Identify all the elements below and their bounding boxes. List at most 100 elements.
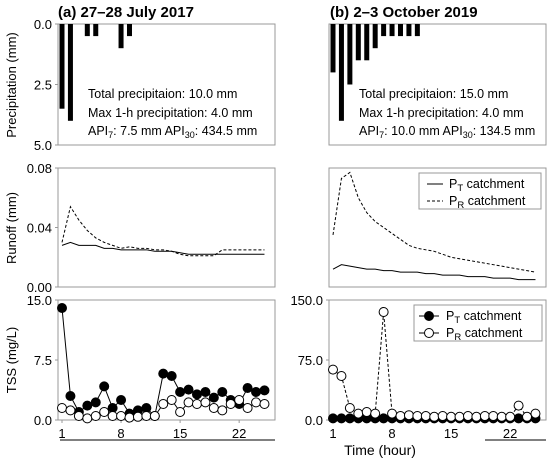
- precip-bar: [84, 24, 90, 37]
- y-tick-label: 0.0: [34, 413, 52, 428]
- tss-point-pr: [344, 403, 355, 413]
- y-axis-label: Runoff (mm): [4, 192, 19, 264]
- x-tick-label: 8: [117, 426, 124, 441]
- tss-point-pt: [191, 389, 202, 400]
- tss-point-pr: [328, 364, 338, 375]
- tss-point-pr: [471, 411, 482, 422]
- tss-point-pr: [183, 397, 194, 408]
- tss-point-pr: [454, 411, 465, 422]
- tss-point-pr: [251, 397, 262, 408]
- tss-point-pt: [99, 381, 110, 392]
- precip-bar: [414, 24, 420, 37]
- tss-point-pt: [208, 392, 219, 403]
- precip-bar: [67, 24, 73, 121]
- precip-bar: [93, 24, 99, 37]
- tss-point-pr: [446, 411, 457, 422]
- y-tick-label: 15.0: [27, 293, 52, 308]
- annotation-total: Total precipitaion: 15.0 mm: [359, 87, 508, 101]
- plot-frame: [57, 167, 276, 288]
- x-tick-label: 1: [329, 426, 336, 441]
- y-tick-label: 0.08: [27, 161, 52, 176]
- tss-point-pt: [90, 397, 101, 408]
- legend-box: [413, 304, 543, 342]
- x-tick-label: 22: [503, 426, 517, 441]
- tss-point-pr: [378, 307, 389, 317]
- tss-point-pr: [200, 397, 211, 408]
- tss-point-pr: [496, 411, 507, 422]
- tss-point-pt: [217, 387, 228, 397]
- tss-point-pr: [208, 403, 219, 413]
- tss-point-pt: [328, 413, 338, 424]
- y-tick-label: 0.04: [27, 221, 52, 236]
- tss-point-pr: [57, 403, 67, 413]
- tss-point-pr: [353, 408, 364, 419]
- precip-bar: [389, 24, 395, 37]
- x-tick-label: 22: [232, 426, 246, 441]
- tss-point-pr: [217, 405, 228, 416]
- x-axis-label: Time (hour): [344, 442, 416, 458]
- tss-point-pr: [437, 411, 448, 421]
- legend-label-pt: PT catchment: [449, 177, 525, 194]
- legend-label-pr: PR catchment: [446, 326, 523, 343]
- tss-point-pt: [336, 413, 347, 424]
- legend-box: [418, 172, 542, 210]
- tss-point-pt: [378, 413, 389, 424]
- tss-point-pt: [183, 384, 194, 395]
- tss-point-pr: [166, 395, 177, 405]
- tss-point-pt: [57, 303, 67, 313]
- precip-bar: [338, 24, 344, 121]
- tss-point-pr: [99, 407, 110, 417]
- tss-point-pr: [225, 399, 236, 409]
- x-tick-label: 8: [388, 426, 395, 441]
- legend-marker-pt: [424, 311, 434, 321]
- plots-group: Precipitation (mm) Runoff (mm) TSS (mg/L) 0…: [4, 17, 547, 441]
- tss-point-pt: [259, 385, 270, 396]
- panel-a-title: (a) 27–28 July 2017: [58, 4, 194, 21]
- precip-bar: [372, 24, 378, 49]
- tss-point-pr: [479, 411, 490, 421]
- tss-point-pt: [116, 395, 127, 405]
- precip-bar: [406, 24, 412, 37]
- legend-label-pr: PR catchment: [449, 194, 526, 211]
- precip-bar: [59, 24, 65, 109]
- tss-point-pr: [488, 411, 499, 421]
- tss-point-pt: [158, 368, 169, 379]
- tss-point-pt: [82, 400, 93, 411]
- annotation-total: Total precipitaion: 10.0 mm: [88, 87, 237, 101]
- tss-point-pr: [158, 399, 169, 409]
- tss-point-pr: [513, 400, 524, 411]
- y-tick-label: 0.0: [34, 17, 52, 32]
- tss-point-pr: [530, 408, 541, 419]
- panel-b-title: (b) 2–3 October 2019: [330, 4, 478, 21]
- tss-point-pr: [107, 411, 118, 421]
- y-axis-label: TSS (mg/L): [4, 327, 19, 393]
- tss-point-pr: [336, 371, 347, 381]
- tss-point-pr: [370, 408, 381, 419]
- tss-point-pr: [73, 411, 84, 421]
- y-tick-label: 0.0: [305, 413, 323, 428]
- tss-point-pr: [395, 411, 406, 421]
- tss-point-pr: [90, 411, 101, 421]
- legend-label-pt: PT catchment: [446, 309, 522, 326]
- x-tick-label: 1: [58, 426, 65, 441]
- tss-point-pr: [116, 411, 127, 421]
- tss-point-pt: [175, 387, 186, 397]
- tss-point-pr: [429, 411, 440, 422]
- precip-bar: [118, 24, 124, 49]
- runoff-series-line: [61, 205, 265, 257]
- tss-point-pr: [124, 412, 135, 423]
- precip-bar: [355, 24, 361, 61]
- tss-point-pt: [251, 387, 262, 397]
- tss-point-pt: [344, 413, 355, 424]
- x-tick-label: 15: [173, 426, 187, 441]
- tss-point-pr: [141, 411, 152, 421]
- annotation-max: Max 1-h precipitation: 4.0 mm: [359, 106, 524, 120]
- tss-point-pr: [462, 411, 473, 421]
- y-tick-label: 5.0: [34, 138, 52, 153]
- tss-point-pr: [149, 411, 160, 421]
- precip-bar: [347, 24, 353, 85]
- tss-point-pt: [65, 391, 76, 401]
- tss-point-pr: [259, 399, 270, 409]
- tss-point-pr: [234, 395, 245, 405]
